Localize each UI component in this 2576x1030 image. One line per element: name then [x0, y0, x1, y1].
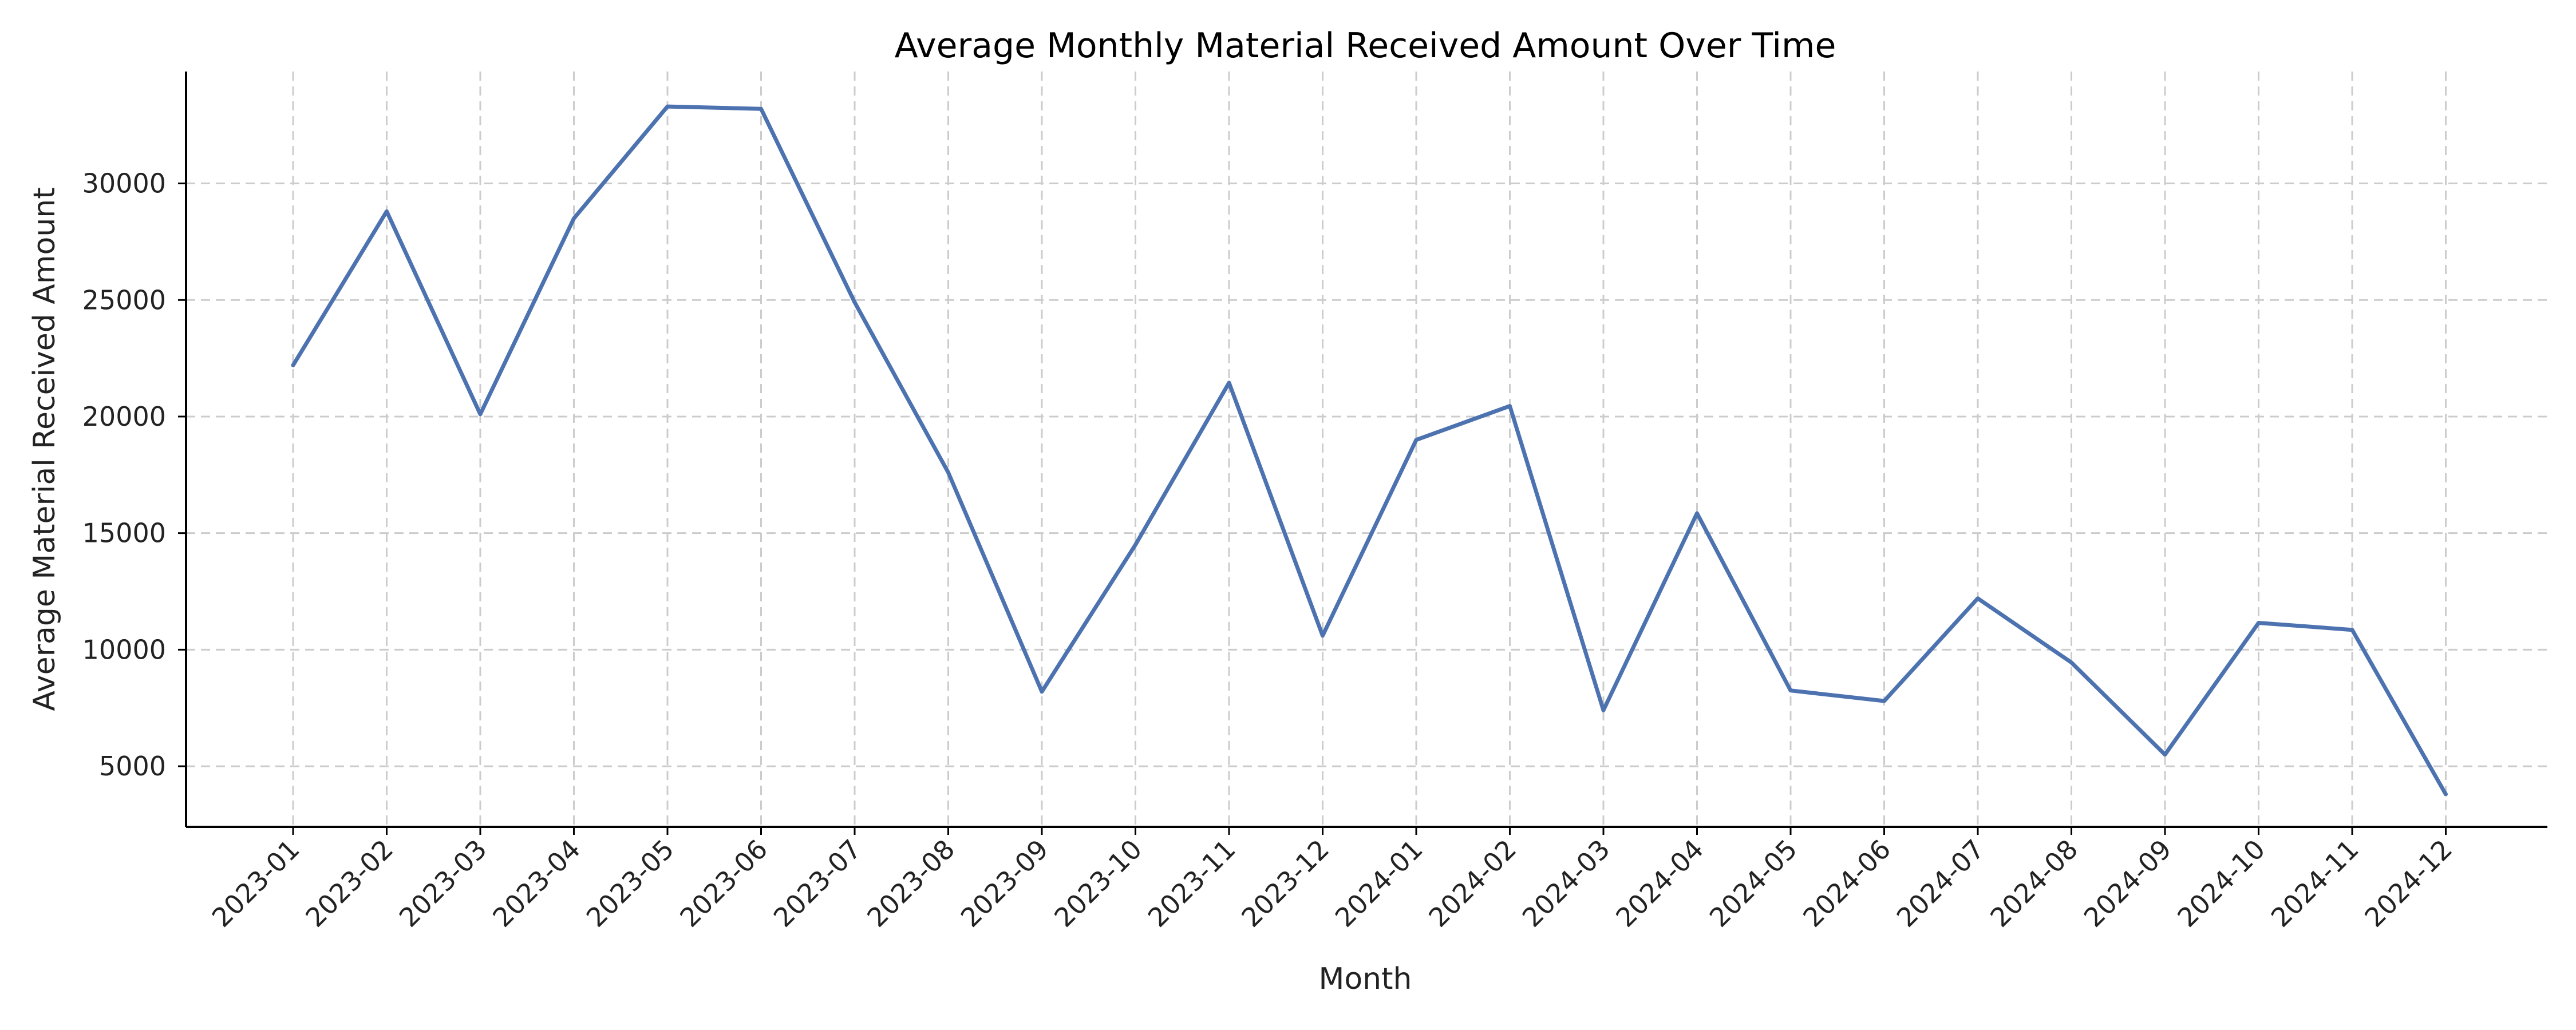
data-point [667, 106, 668, 107]
grid [186, 72, 2547, 827]
data-point [1228, 382, 1230, 383]
x-tick-label: 2024-07 [1891, 834, 1990, 933]
data-point [1322, 635, 1323, 636]
x-tick-labels: 2023-012023-022023-032023-042023-052023-… [206, 827, 2458, 933]
data-point [1510, 406, 1511, 407]
x-tick-label: 2024-03 [1516, 834, 1616, 933]
data-point [1790, 690, 1791, 691]
y-tick-label: 15000 [82, 518, 166, 549]
data-point [293, 365, 294, 366]
data-point [2071, 662, 2072, 663]
x-axis-label: Month [1319, 962, 1412, 996]
x-tick-label: 2024-06 [1797, 834, 1897, 933]
data-point [2445, 794, 2447, 795]
y-tick-label: 30000 [82, 168, 166, 199]
x-tick-label: 2023-06 [674, 834, 773, 933]
y-tick-label: 25000 [82, 284, 166, 315]
x-tick-label: 2024-09 [2078, 834, 2178, 933]
data-point [1603, 710, 1604, 711]
data-point [948, 472, 949, 473]
x-tick-label: 2023-02 [299, 834, 399, 933]
y-tick-label: 5000 [99, 751, 166, 782]
x-tick-label: 2024-08 [1984, 834, 2084, 933]
x-tick-label: 2023-10 [1048, 834, 1148, 933]
data-point [1977, 598, 1978, 599]
data-point [1416, 439, 1417, 441]
x-tick-label: 2023-08 [861, 834, 961, 933]
x-tick-label: 2024-02 [1423, 834, 1522, 933]
x-tick-label: 2023-11 [1142, 834, 1242, 933]
y-axis-label: Average Material Received Amount [27, 187, 62, 711]
series-line [291, 104, 2448, 797]
data-point [854, 302, 855, 303]
series-group [291, 104, 2448, 797]
data-point [1884, 700, 1885, 702]
x-tick-label: 2024-11 [2265, 834, 2365, 933]
x-tick-label: 2023-03 [393, 834, 493, 933]
data-point [2164, 754, 2166, 755]
data-point [480, 414, 481, 415]
x-tick-label: 2023-07 [768, 834, 867, 933]
data-point [1697, 513, 1698, 514]
x-tick-label: 2024-04 [1610, 834, 1709, 933]
x-tick-label: 2023-01 [206, 834, 306, 933]
y-tick-label: 10000 [82, 634, 166, 665]
x-tick-label: 2024-12 [2358, 834, 2458, 933]
data-point [2258, 623, 2259, 624]
data-point [761, 108, 762, 109]
data-point [574, 218, 575, 219]
data-point [2352, 629, 2353, 631]
y-tick-label: 20000 [82, 401, 166, 432]
x-tick-label: 2024-05 [1704, 834, 1803, 933]
x-tick-label: 2023-09 [955, 834, 1054, 933]
data-point [386, 211, 388, 212]
x-tick-label: 2023-12 [1235, 834, 1335, 933]
data-point [1135, 544, 1136, 545]
chart-title: Average Monthly Material Received Amount… [895, 26, 1836, 66]
x-tick-label: 2023-04 [487, 834, 586, 933]
x-tick-label: 2023-05 [580, 834, 680, 933]
y-tick-labels: 5000 10000 15000 20000 25000 30000 [82, 168, 186, 782]
x-tick-label: 2024-01 [1329, 834, 1429, 933]
x-tick-label: 2024-10 [2171, 834, 2271, 933]
data-point [1041, 691, 1042, 692]
